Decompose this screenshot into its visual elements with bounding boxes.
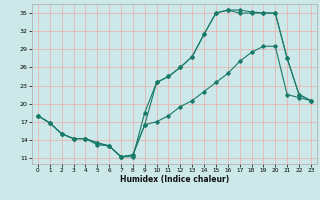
X-axis label: Humidex (Indice chaleur): Humidex (Indice chaleur)	[120, 175, 229, 184]
